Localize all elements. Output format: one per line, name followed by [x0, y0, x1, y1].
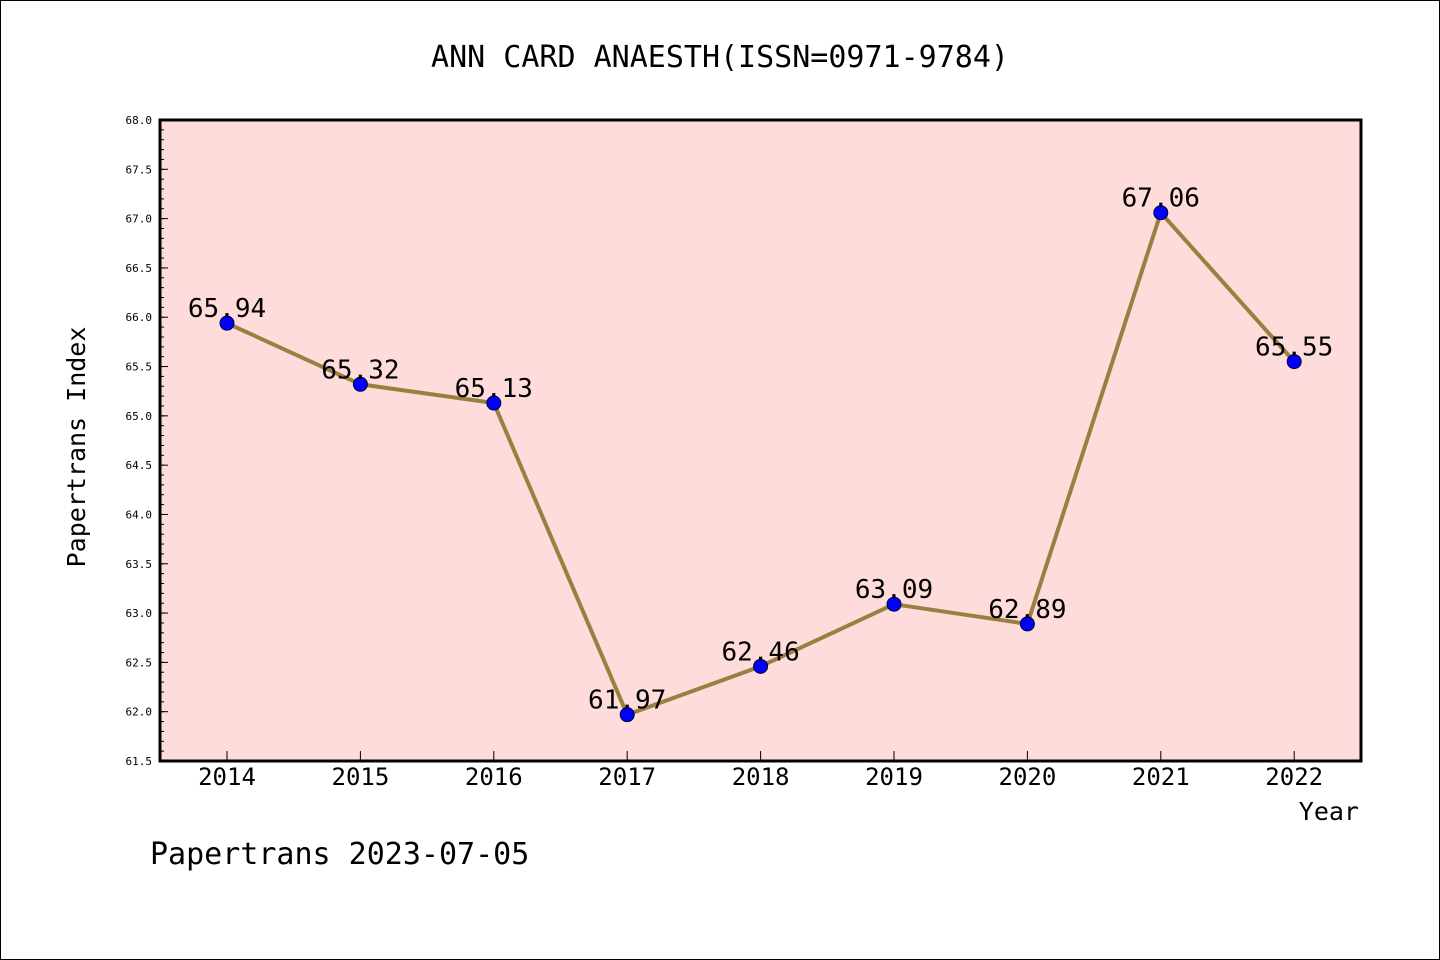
y-tick-label: 64.0 [126, 508, 153, 521]
data-point [1286, 354, 1302, 370]
y-tick-label: 61.5 [126, 755, 153, 768]
x-tick-label: 2015 [332, 763, 390, 791]
x-axis: 2014 2015 2016 2017 2018 2019 2020 2021 2022 [198, 751, 1323, 791]
x-tick-label: 2016 [465, 763, 523, 791]
data-label: 65.32 [321, 355, 399, 385]
y-axis-label: Papertrans Index [62, 327, 91, 568]
x-tick-label: 2020 [999, 763, 1057, 791]
data-label: 67.06 [1122, 184, 1200, 214]
data-label: 65.13 [455, 374, 533, 404]
data-point [1019, 616, 1035, 632]
plot-area [158, 118, 1363, 763]
y-tick-label: 64.5 [126, 459, 153, 472]
y-tick-label: 63.5 [126, 558, 153, 571]
chart-title: ANN CARD ANAESTH(ISSN=0971-9784) [431, 40, 1009, 75]
y-tick-label: 62.5 [126, 656, 153, 669]
data-point [352, 376, 368, 392]
x-tick-label: 2022 [1265, 763, 1323, 791]
data-label: 65.55 [1255, 333, 1333, 363]
y-tick-label: 67.0 [126, 213, 153, 226]
x-tick-label: 2018 [732, 763, 790, 791]
data-point [619, 707, 635, 723]
data-labels: 65.94 65.32 65.13 61.97 62.46 63.09 62.89 67.06… [188, 184, 1333, 716]
y-tick-label: 68.0 [126, 114, 153, 127]
y-axis: 61.5 62.0 62.5 63.0 63.5 64.0 64.5 65.0 65.5 66.0… [126, 114, 168, 768]
data-point [486, 395, 502, 411]
data-point [753, 658, 769, 674]
y-tick-label: 66.0 [126, 311, 153, 324]
data-label: 62.46 [721, 637, 799, 667]
x-tick-label: 2017 [598, 763, 656, 791]
y-tick-label: 66.5 [126, 262, 153, 275]
data-point [219, 315, 235, 331]
y-tick-label: 65.0 [126, 410, 153, 423]
y-tick-label: 65.5 [126, 361, 153, 374]
footer-text: Papertrans 2023-07-05 [150, 837, 529, 872]
data-label: 61.97 [588, 686, 666, 716]
y-tick-label: 62.0 [126, 706, 153, 719]
x-tick-label: 2019 [865, 763, 923, 791]
data-label: 63.09 [855, 575, 933, 605]
series-markers [219, 205, 1302, 723]
data-label: 65.94 [188, 294, 266, 324]
x-tick-label: 2021 [1132, 763, 1190, 791]
y-tick-label: 67.5 [126, 163, 153, 176]
y-tick-label: 63.0 [126, 607, 153, 620]
x-axis-label: Year [1299, 797, 1359, 826]
x-tick-label: 2014 [198, 763, 256, 791]
data-label: 62.89 [988, 595, 1066, 625]
data-point [1153, 205, 1169, 221]
data-point [886, 596, 902, 612]
